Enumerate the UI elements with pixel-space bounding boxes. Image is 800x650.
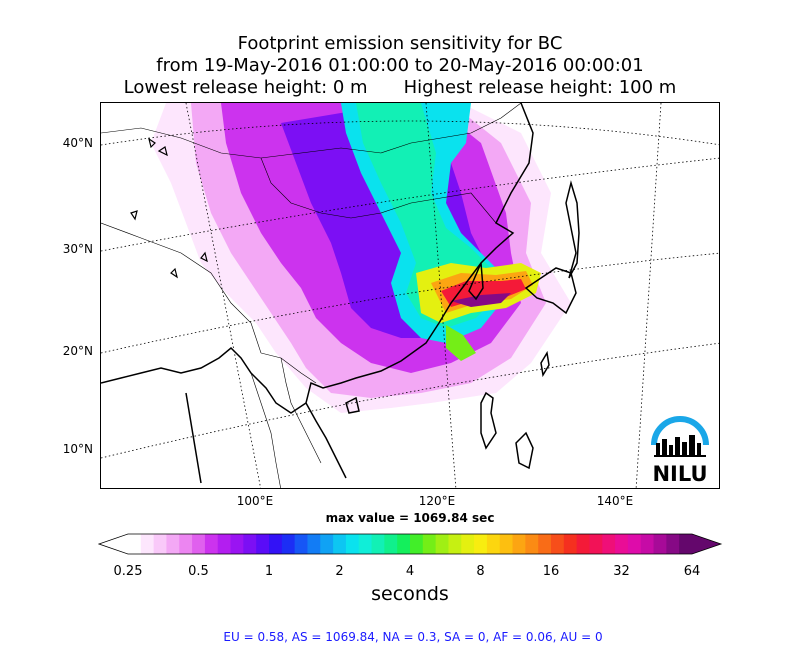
colorbar-tick: 16: [542, 564, 560, 579]
colorbar-cell: [653, 534, 667, 554]
colorbar-cell: [204, 534, 219, 554]
lon-label-140e: 140°E: [596, 494, 634, 508]
coastlines: [101, 103, 580, 484]
lat-label-20n: 20°N: [62, 344, 93, 358]
colorbar-cell: [333, 534, 347, 554]
colorbar-cell: [243, 534, 257, 554]
map-canvas: NILU: [101, 103, 719, 488]
colorbar-cell: [474, 534, 488, 554]
colorbar-cell: [525, 534, 539, 554]
colorbar-cell: [166, 534, 180, 554]
small-features: [130, 137, 208, 279]
colorbar-tick: 64: [683, 564, 701, 579]
colorbar-cell: [679, 534, 693, 554]
graticule: [101, 103, 719, 488]
colorbar-cell: [371, 534, 385, 554]
colorbar: [98, 533, 723, 555]
lat-label-10n: 10°N: [62, 442, 93, 456]
colorbar-tick: 32: [613, 564, 630, 579]
footprint-map[interactable]: NILU: [100, 102, 720, 489]
colorbar-cell: [627, 534, 642, 554]
colorbar-outline: [98, 533, 723, 555]
field-layer-green-strip: [446, 325, 476, 361]
colorbar-cell: [499, 534, 514, 554]
colorbar-cell: [422, 534, 437, 554]
colorbar-cell: [230, 534, 244, 554]
colorbar-cell: [640, 534, 655, 554]
colorbar-tick: 4: [405, 564, 415, 579]
colorbar-tick: 0.25: [113, 564, 143, 579]
colorbar-cell: [576, 534, 590, 554]
colorbar-units: seconds: [371, 583, 449, 605]
colorbar-cell: [538, 534, 552, 554]
highest-release-height: Highest release height: 100 m: [403, 77, 677, 98]
colorbar-cell: [281, 534, 296, 554]
colorbar-cell: [384, 534, 398, 554]
nilu-logo-text: NILU: [652, 462, 707, 486]
title-line-2: from 19-May-2016 01:00:00 to 20-May-2016…: [156, 55, 644, 76]
colorbar-cell: [256, 534, 270, 554]
colorbar-cell: [551, 534, 565, 554]
colorbar-cell: [563, 534, 578, 554]
colorbar-cell: [307, 534, 321, 554]
colorbar-cell: [217, 534, 232, 554]
colorbar-cell: [179, 534, 193, 554]
colorbar-cell: [140, 534, 155, 554]
title-line-1: Footprint emission sensitivity for BC: [237, 33, 563, 54]
title-line-3: Lowest release height: 0 m Highest releas…: [0, 77, 800, 99]
colorbar-cell: [435, 534, 449, 554]
colorbar-cell: [294, 534, 308, 554]
colorbar-extend-min: [99, 534, 128, 554]
colorbar-cell: [345, 534, 360, 554]
colorbar-tick: 2: [335, 564, 344, 579]
max-value-label: max value = 1069.84 sec: [325, 511, 495, 525]
lon-label-100e: 100°E: [236, 494, 274, 508]
colorbar-cell: [589, 534, 603, 554]
colorbar-cell: [486, 534, 501, 554]
colorbar-cell: [153, 534, 167, 554]
colorbar-cells: [99, 534, 721, 554]
colorbar-extend-max: [692, 534, 721, 554]
colorbar-tick: 8: [476, 564, 485, 579]
colorbar-cell: [666, 534, 680, 554]
lowest-release-height: Lowest release height: 0 m: [123, 77, 368, 98]
nilu-logo: NILU: [651, 416, 709, 486]
colorbar-tick: 0.5: [188, 564, 209, 579]
country-borders: [101, 103, 522, 488]
colorbar-cell: [192, 534, 206, 554]
colorbar-cell: [615, 534, 629, 554]
colorbar-tick: 1: [264, 564, 274, 579]
sensitivity-field: [151, 103, 571, 413]
field-layer-purple: [451, 293, 511, 307]
colorbar-cell: [397, 534, 411, 554]
colorbar-cell: [320, 534, 334, 554]
colorbar-cell: [461, 534, 475, 554]
nilu-logo-arc: [651, 416, 709, 446]
lat-label-40n: 40°N: [62, 136, 93, 150]
lon-label-120e: 120°E: [418, 494, 456, 508]
colorbar-cell: [128, 534, 142, 554]
lat-label-30n: 30°N: [62, 242, 93, 256]
colorbar-cell: [358, 534, 373, 554]
colorbar-cell: [448, 534, 462, 554]
region-stats: EU = 0.58, AS = 1069.84, NA = 0.3, SA = …: [223, 630, 603, 644]
colorbar-cell: [512, 534, 526, 554]
colorbar-cell: [410, 534, 424, 554]
colorbar-cell: [602, 534, 616, 554]
colorbar-cell: [269, 534, 283, 554]
